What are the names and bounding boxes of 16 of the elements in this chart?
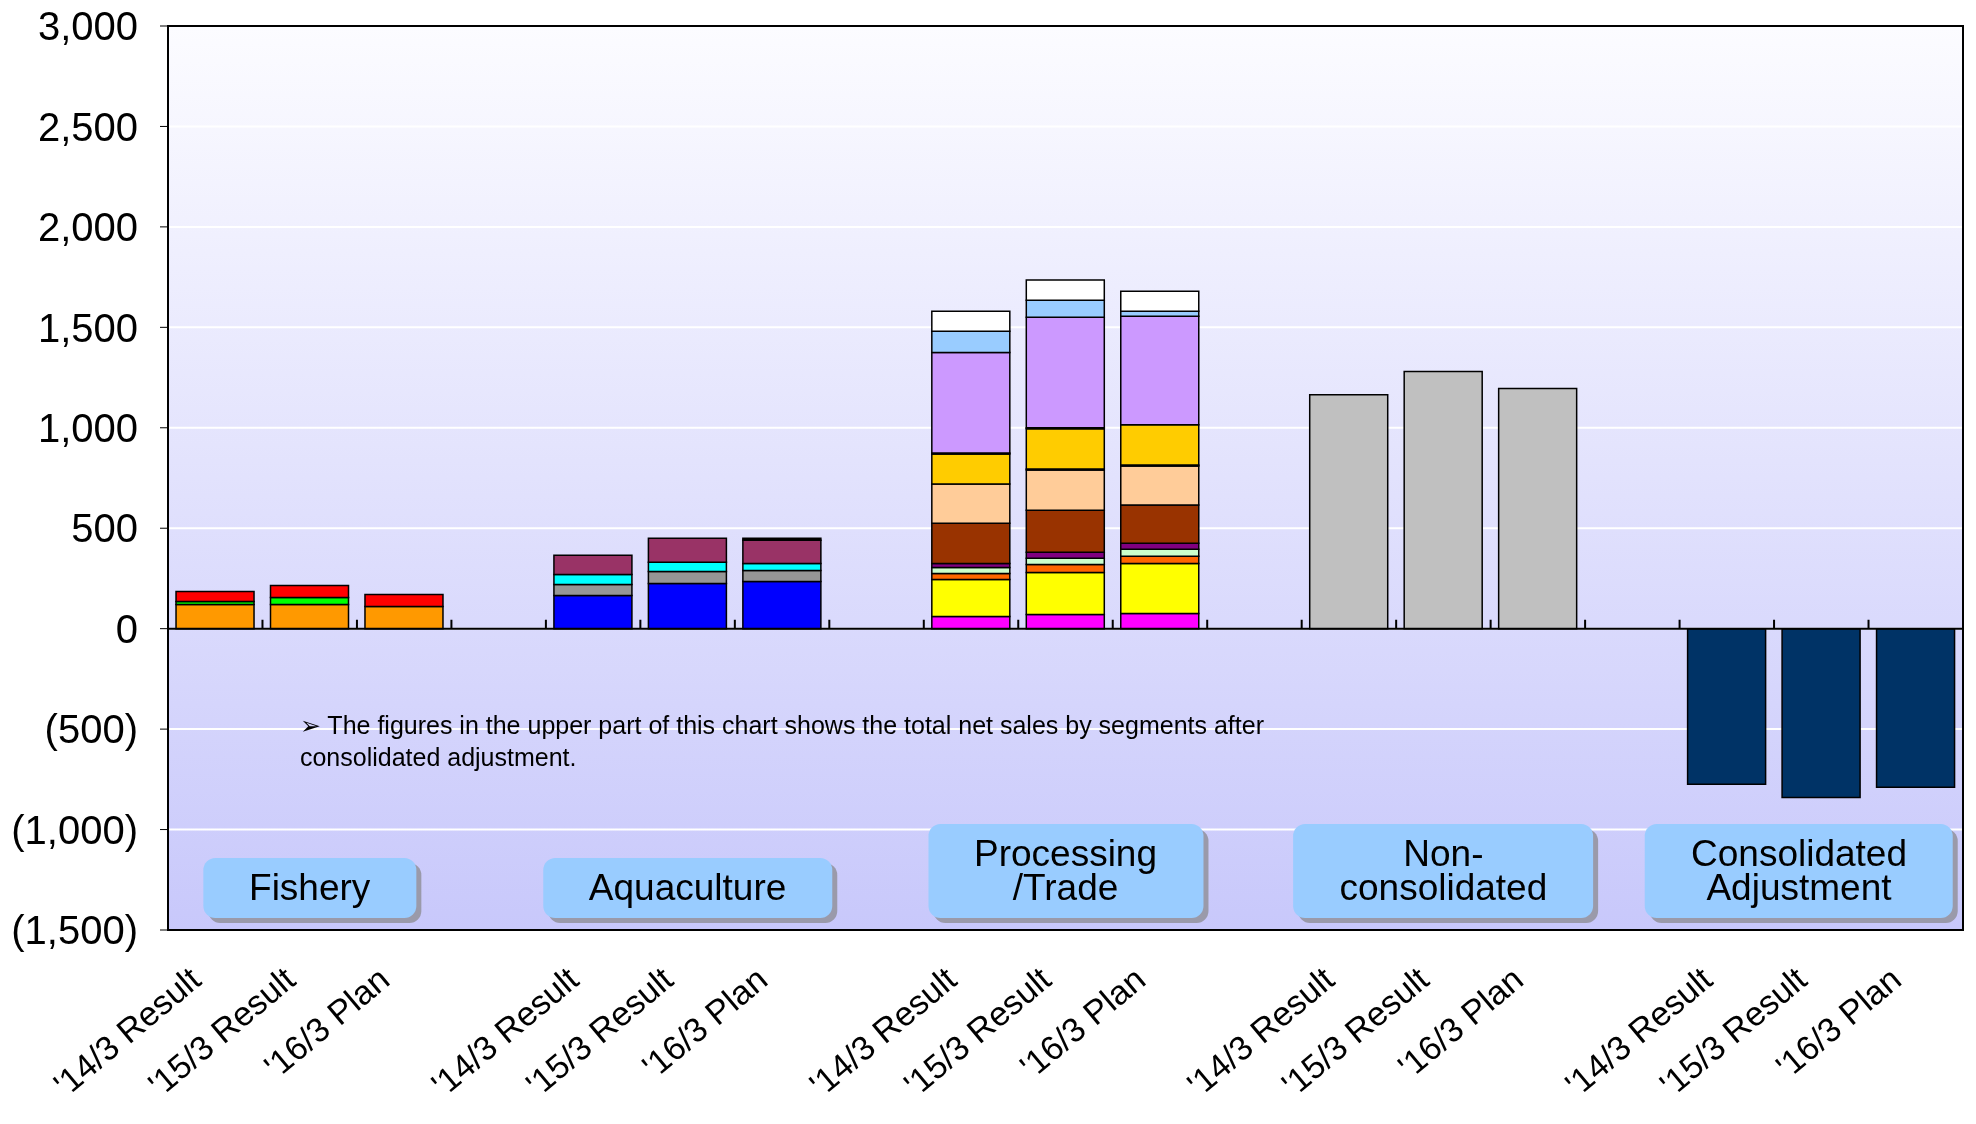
annotation: Fishery bbox=[203, 858, 417, 918]
y-tick-label: 0 bbox=[115, 606, 138, 651]
annotation: Consolidated Adjustment bbox=[1645, 824, 1953, 918]
annotation: ➢ The figures in the upper part of this chart shows the total net sales by segments after consolidated adjustment. bbox=[299, 709, 1265, 773]
y-tick-label: 2,000 bbox=[37, 205, 138, 250]
annotation: Aquaculture bbox=[542, 858, 833, 918]
y-tick-label: 2,500 bbox=[37, 104, 138, 149]
y-tick-label: (1,000) bbox=[11, 807, 138, 852]
y-tick-label: 1,500 bbox=[37, 305, 138, 350]
y-tick-label: 3,000 bbox=[37, 4, 138, 49]
y-tick-label: 500 bbox=[71, 506, 138, 551]
annotation: Processing /Trade bbox=[927, 824, 1204, 918]
y-tick-label: (500) bbox=[44, 707, 138, 752]
annotation: Non- consolidated bbox=[1293, 824, 1594, 918]
y-tick-label: (1,500) bbox=[11, 908, 138, 953]
y-tick-label: 1,000 bbox=[37, 405, 138, 450]
